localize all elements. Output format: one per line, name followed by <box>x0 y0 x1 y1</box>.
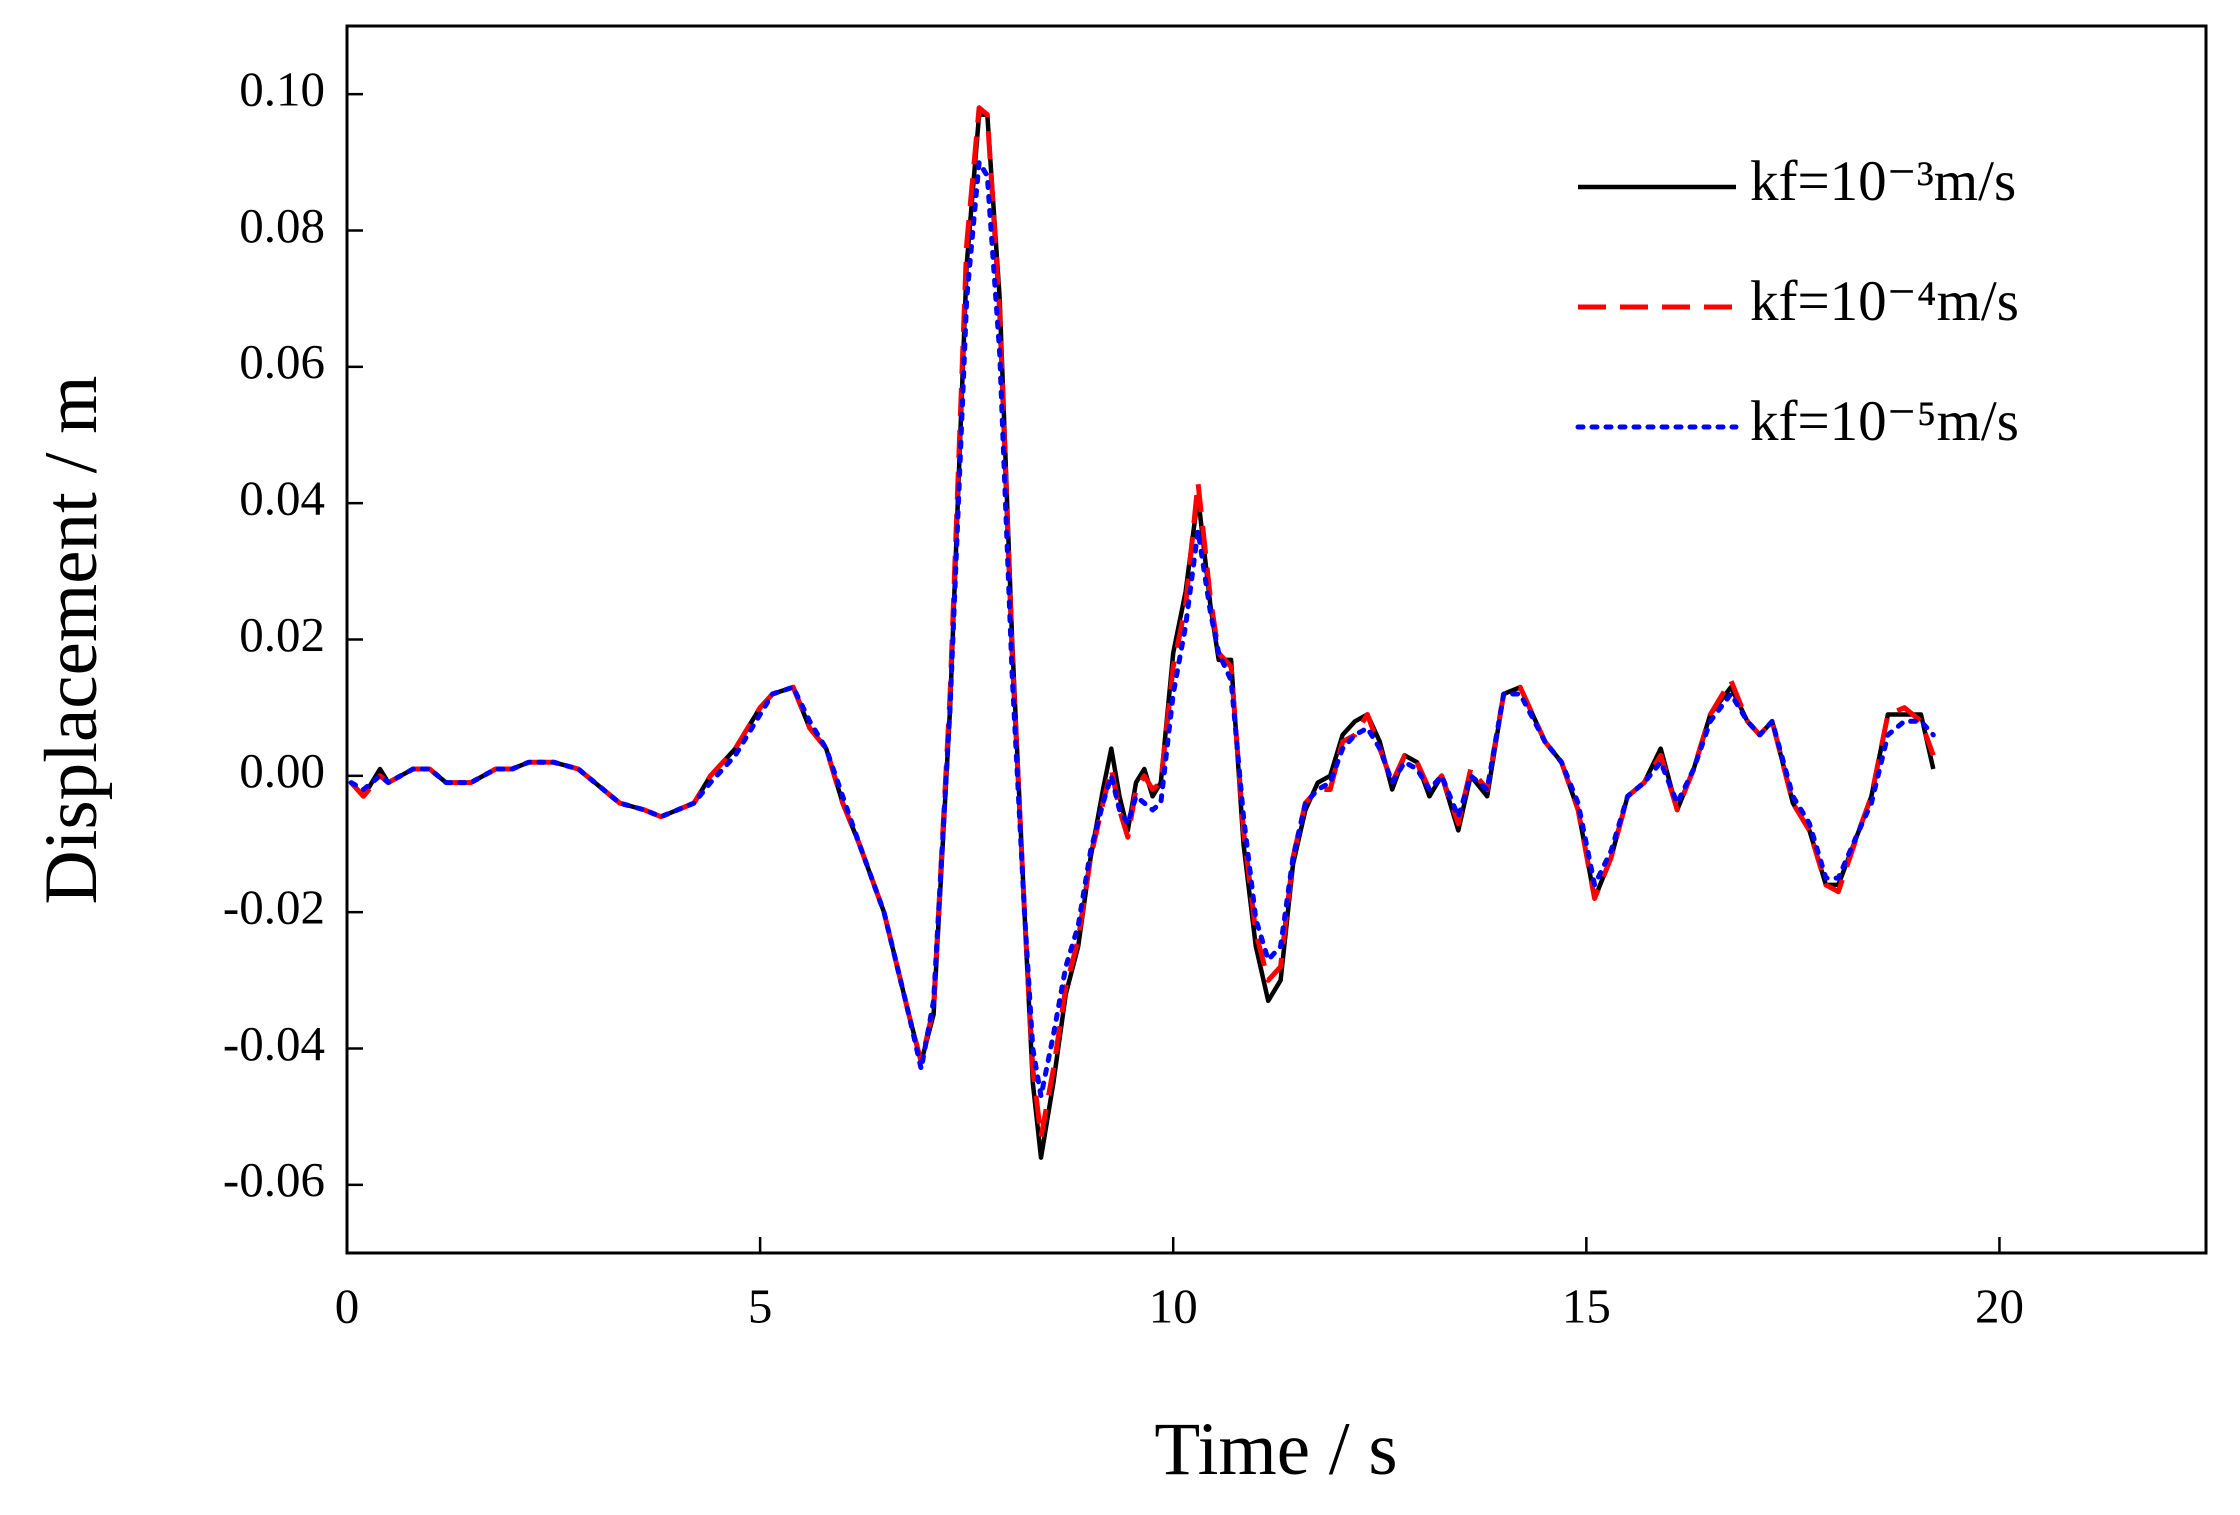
plot-frame <box>345 24 2208 1255</box>
y-axis-title: Displacement / m <box>30 375 113 904</box>
data-line <box>349 112 1936 1160</box>
y-tick-label: 0.02 <box>239 607 325 662</box>
x-tick-label: 0 <box>335 1278 360 1333</box>
y-tick-label: -0.02 <box>223 879 325 934</box>
y-tick-label: 0.08 <box>239 198 325 253</box>
y-tick-label: 0.00 <box>239 743 325 798</box>
x-axis-title: Time / s <box>1154 1408 1397 1491</box>
legend-label: kf=10⁻³m/s <box>1750 150 2016 213</box>
y-tick-label: -0.06 <box>223 1152 325 1207</box>
y-tick-label: 0.10 <box>239 61 325 116</box>
x-tick-label: 15 <box>1562 1278 1611 1333</box>
y-tick-label: 0.06 <box>239 334 325 389</box>
data-line <box>348 159 1936 1099</box>
legend-label: kf=10⁻⁵m/s <box>1750 390 2019 453</box>
x-tick-label: 10 <box>1149 1278 1198 1333</box>
x-tick-label: 20 <box>1975 1278 2024 1333</box>
y-tick-label: 0.04 <box>239 470 325 525</box>
y-tick-label: -0.04 <box>223 1016 325 1071</box>
legend-label: kf=10⁻⁴m/s <box>1750 270 2019 333</box>
data-line <box>349 105 1936 1140</box>
x-tick-label: 5 <box>748 1278 773 1333</box>
